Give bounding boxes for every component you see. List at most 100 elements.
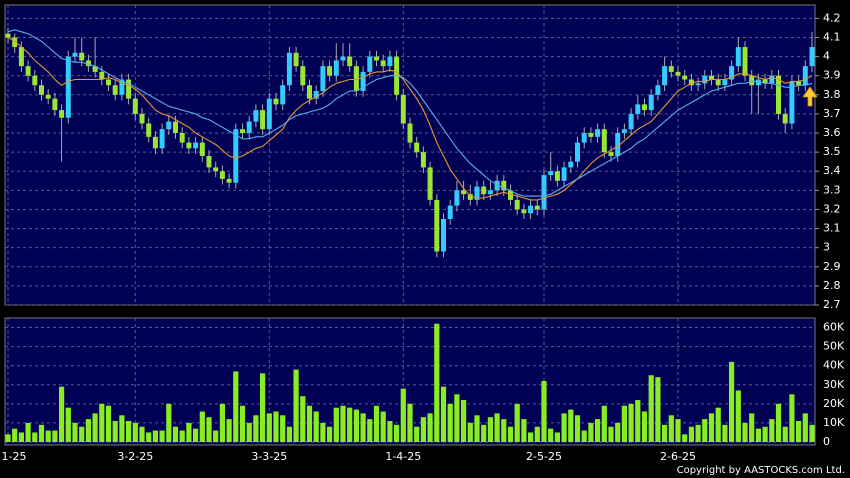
volume-bar bbox=[353, 409, 359, 442]
candle-body bbox=[59, 110, 65, 118]
volume-bar bbox=[313, 411, 319, 442]
volume-bar bbox=[789, 394, 795, 442]
candle-body bbox=[635, 104, 641, 114]
candle-body bbox=[380, 60, 386, 67]
candle-body bbox=[615, 133, 621, 156]
volume-bar bbox=[12, 428, 18, 442]
candle-body bbox=[514, 199, 520, 210]
candle-body bbox=[25, 66, 31, 76]
candle-body bbox=[246, 121, 252, 134]
volume-bar bbox=[735, 390, 741, 442]
candle-body bbox=[427, 167, 433, 200]
volume-bar bbox=[347, 407, 353, 442]
y-tick-label: 30K bbox=[823, 378, 845, 391]
candle-body bbox=[32, 75, 38, 86]
candle-body bbox=[695, 83, 701, 86]
volume-bar bbox=[742, 422, 748, 442]
candle-body bbox=[5, 33, 11, 38]
candle-body bbox=[300, 66, 306, 86]
y-tick-label: 3 bbox=[823, 241, 830, 254]
volume-bar bbox=[561, 413, 567, 442]
candle-body bbox=[789, 81, 795, 124]
candle-body bbox=[776, 75, 781, 114]
volume-bar bbox=[702, 419, 708, 442]
volume-bar bbox=[166, 403, 172, 442]
volume-bar bbox=[454, 394, 460, 442]
candle-body bbox=[52, 98, 58, 111]
volume-bar bbox=[99, 403, 105, 442]
candle-body bbox=[286, 52, 292, 86]
y-tick-label: 2.7 bbox=[823, 298, 841, 311]
moving-average-line bbox=[7, 37, 813, 201]
volume-bar bbox=[179, 430, 185, 442]
candle-body bbox=[648, 94, 654, 111]
candle-body bbox=[72, 52, 78, 57]
candle-body bbox=[595, 129, 601, 137]
volume-bar bbox=[749, 413, 755, 442]
volume-bar bbox=[467, 422, 473, 442]
candle-body bbox=[722, 79, 728, 86]
volume-bar bbox=[420, 417, 426, 442]
volume-bar bbox=[615, 422, 621, 442]
candle-body bbox=[474, 186, 480, 200]
candle-body bbox=[106, 79, 111, 86]
y-tick-label: 3.8 bbox=[823, 88, 841, 101]
grid: 2.7 2.8 2.9 3 3.1 3.2 3.3 3.4 3.5 3.6 3.7 3.8 3.9 4 4.… bbox=[2, 5, 845, 463]
y-tick-label: 3.2 bbox=[823, 202, 841, 215]
volume-bar bbox=[521, 419, 527, 442]
candle-body bbox=[420, 152, 426, 168]
volume-bar bbox=[400, 388, 406, 442]
candle-body bbox=[481, 186, 487, 195]
candle-body bbox=[809, 47, 815, 67]
candle-body bbox=[340, 56, 346, 61]
volume-bar bbox=[380, 411, 386, 442]
volume-bar bbox=[534, 426, 540, 442]
candle-body bbox=[802, 66, 808, 86]
volume-bar bbox=[320, 422, 326, 442]
volume-bar bbox=[782, 426, 788, 442]
volume-bar bbox=[92, 413, 98, 442]
candle-body bbox=[353, 66, 359, 91]
y-tick-label: 3.9 bbox=[823, 69, 841, 82]
volume-bar bbox=[461, 400, 467, 442]
candle-body bbox=[266, 98, 272, 130]
candle-body bbox=[688, 79, 694, 86]
volume-bar bbox=[574, 415, 581, 442]
volume-bar bbox=[327, 426, 333, 442]
volume-bar bbox=[360, 413, 366, 442]
volume-bar bbox=[206, 417, 212, 442]
price-panel bbox=[4, 4, 816, 306]
volume-bar bbox=[65, 407, 71, 442]
volume-bar bbox=[474, 415, 480, 442]
volume-bar bbox=[595, 419, 601, 442]
volume-bar bbox=[434, 323, 440, 442]
volume-bar bbox=[414, 426, 420, 442]
candle-body bbox=[126, 79, 132, 99]
candle-body bbox=[608, 152, 614, 156]
volume-bar bbox=[79, 426, 85, 442]
x-tick-label: 3-2-25 bbox=[117, 450, 153, 463]
volume-bar bbox=[809, 424, 815, 442]
volume-bar bbox=[280, 415, 286, 442]
y-tick-label: 50K bbox=[823, 340, 845, 353]
candle-body bbox=[461, 190, 467, 195]
candle-body bbox=[253, 110, 259, 122]
volume-bar bbox=[266, 413, 272, 442]
candle-body bbox=[782, 113, 788, 124]
candle-body bbox=[260, 110, 266, 130]
candle-body bbox=[675, 71, 681, 76]
y-tick-label: 3.1 bbox=[823, 222, 841, 235]
candle-body bbox=[521, 209, 527, 214]
volume-bar bbox=[581, 430, 587, 442]
candle-body bbox=[702, 75, 708, 84]
candle-body bbox=[568, 161, 574, 168]
volume-bar bbox=[253, 415, 259, 442]
volume-bar bbox=[775, 403, 782, 442]
candle-body bbox=[796, 81, 802, 86]
candle-body bbox=[729, 66, 735, 80]
volume-bar bbox=[300, 396, 306, 442]
candle-body bbox=[166, 121, 172, 130]
candle-body bbox=[39, 85, 44, 95]
volume-bar bbox=[548, 428, 554, 442]
